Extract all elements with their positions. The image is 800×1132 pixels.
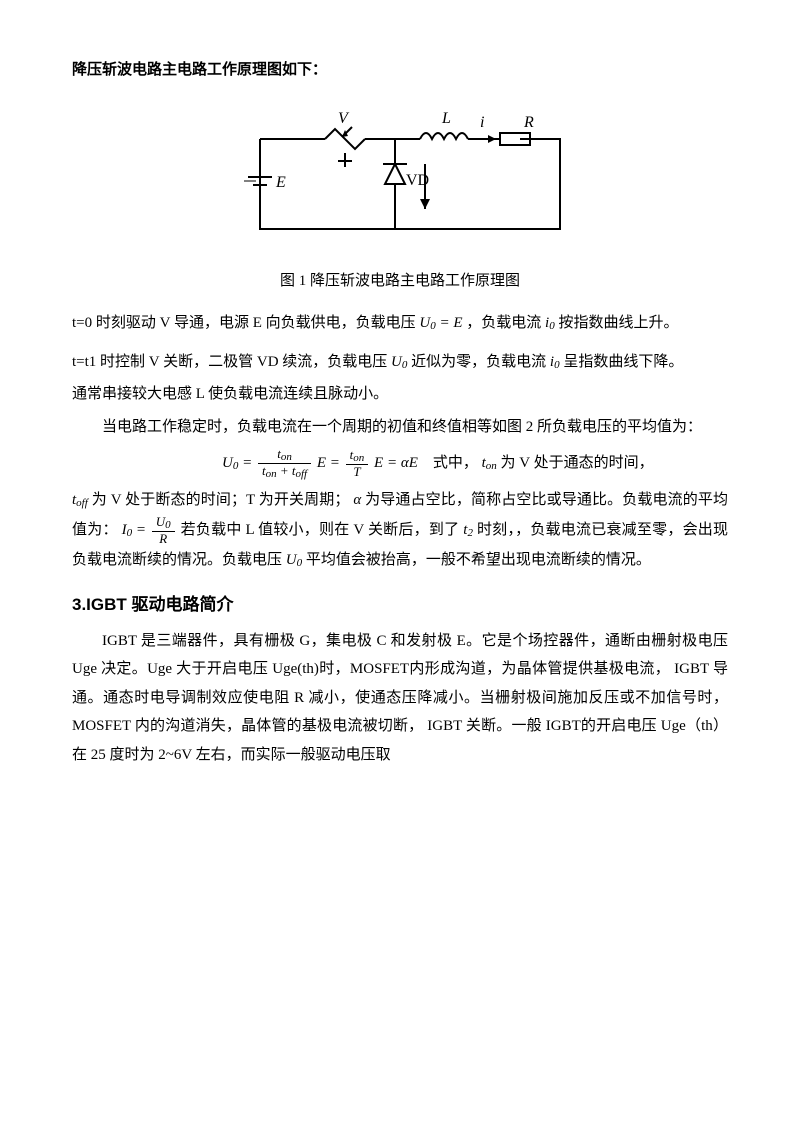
p2b-text: 近似为零，负载电流: [411, 354, 550, 370]
var-i0-1: i0: [545, 315, 555, 331]
eq-u0-e: U0 = E: [419, 315, 462, 331]
p1a-text: t=0 时刻驱动 V 导通，电源 E 向负载供电，负载电压: [72, 315, 419, 331]
paragraph-2: t=t1 时控制 V 关断，二极管 VD 续流，负载电压 U0 近似为零，负载电…: [72, 348, 728, 377]
paragraph-4b: toff 为 V 处于断态的时间；T 为开关周期； α 为导通占空比，简称占空比…: [72, 486, 728, 574]
p4b-text: 式中，: [433, 455, 478, 471]
label-i: i: [480, 114, 484, 131]
p1c-text: 按指数曲线上升。: [558, 315, 678, 331]
p2a-text: t=t1 时控制 V 关断，二极管 VD 续流，负载电压: [72, 354, 391, 370]
label-vd: VD: [406, 172, 429, 189]
p2c-text: 呈指数曲线下降。: [563, 354, 683, 370]
var-u0-2: U0: [391, 354, 407, 370]
label-v: V: [338, 110, 350, 127]
formula-u0: U0 = tonton + toff E = tonT E = αE 式中， t…: [72, 447, 728, 480]
label-r: R: [523, 114, 534, 131]
p4-text: 当电路工作稳定时，负载电流在一个周期的初值和终值相等如图 2 所负载电压的平均值…: [102, 419, 702, 435]
var-t2: t2: [463, 522, 473, 538]
p4d-text: 为 V 处于断态的时间；T 为开关周期；: [92, 492, 350, 508]
label-e: E: [275, 174, 286, 191]
var-ton: ton: [482, 455, 497, 471]
label-l: L: [441, 110, 451, 127]
circuit-diagram: V L i R E VD: [72, 109, 728, 259]
p4c-text: 为 V 处于通态的时间，: [501, 455, 654, 471]
paragraph-5: IGBT 是三端器件，具有栅极 G，集电极 C 和发射极 E。它是个场控器件，通…: [72, 627, 728, 770]
paragraph-4a: 当电路工作稳定时，负载电流在一个周期的初值和终值相等如图 2 所负载电压的平均值…: [72, 413, 728, 442]
var-alpha: α: [353, 492, 361, 508]
section-title: 降压斩波电路主电路工作原理图如下：: [72, 56, 728, 85]
p4f-text: 若负载中 L 值较小，则在 V 关断后，到了: [181, 522, 464, 538]
figure-caption: 图 1 降压斩波电路主电路工作原理图: [72, 267, 728, 296]
var-i0-2: i0: [550, 354, 560, 370]
p1b-text: ，负载电流: [466, 315, 545, 331]
paragraph-3: 通常串接较大电感 L 使负载电流连续且脉动小。: [72, 380, 728, 409]
heading-igbt: 3.IGBT 驱动电路简介: [72, 589, 728, 621]
p4h-text: 平均值会被抬高，一般不希望出现电流断续的情况。: [306, 552, 651, 568]
var-u0-4: U0: [286, 552, 302, 568]
var-toff: toff: [72, 492, 88, 508]
paragraph-1: t=0 时刻驱动 V 导通，电源 E 向负载供电，负载电压 U0 = E ，负载…: [72, 309, 728, 338]
